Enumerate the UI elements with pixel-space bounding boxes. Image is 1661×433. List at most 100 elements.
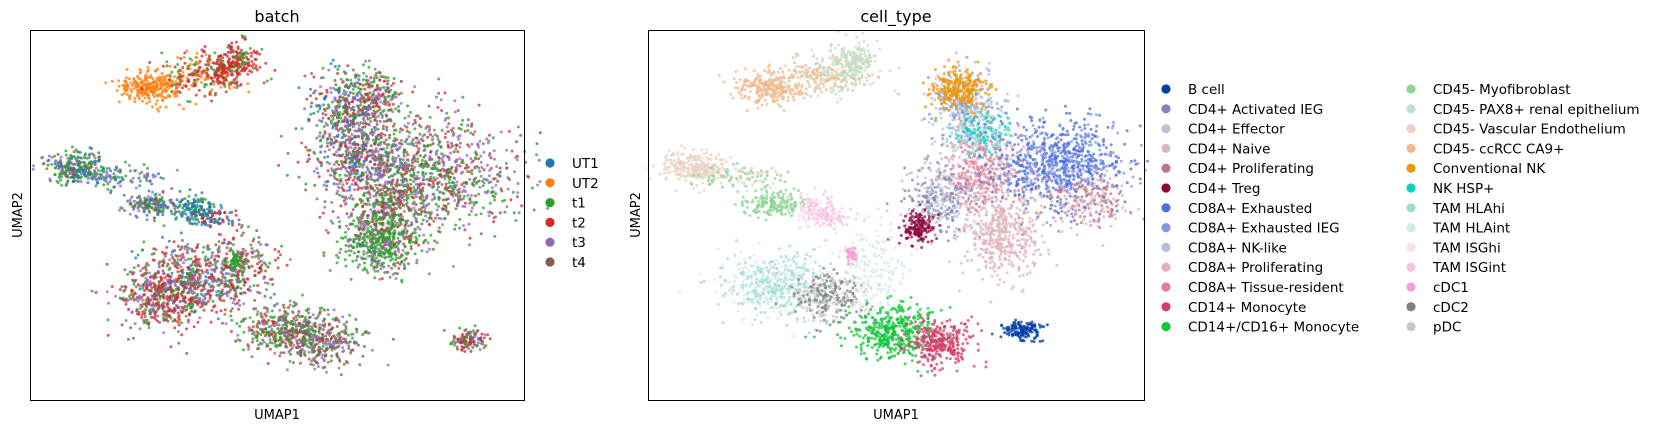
batch-point	[351, 259, 355, 263]
batch-point	[170, 81, 174, 85]
batch-point	[402, 192, 406, 196]
batch-point	[446, 140, 450, 144]
batch-point	[492, 177, 496, 181]
batch-point	[419, 137, 423, 141]
batch-point	[362, 173, 365, 177]
batch-point	[158, 321, 162, 324]
batch-point	[363, 125, 367, 129]
batch-point	[218, 221, 222, 225]
batch-point	[399, 206, 402, 210]
batch-point	[198, 273, 202, 277]
batch-point	[166, 280, 170, 284]
batch-point	[487, 139, 491, 143]
batch-point	[231, 307, 234, 310]
batch-point	[151, 303, 154, 307]
batch-point	[486, 189, 490, 193]
batch-point	[186, 79, 190, 83]
batch-point	[390, 150, 394, 154]
batch-point	[365, 93, 369, 97]
batch-point	[346, 227, 350, 231]
batch-point	[194, 93, 198, 97]
batch-point	[354, 203, 358, 207]
batch-point	[246, 72, 250, 76]
batch-point	[392, 215, 395, 219]
batch-point	[191, 260, 195, 264]
batch-point	[429, 150, 432, 154]
batch-point	[393, 191, 397, 195]
batch-point	[454, 223, 458, 227]
batch-point	[447, 189, 451, 193]
batch-point	[177, 323, 181, 327]
batch-point	[344, 250, 348, 254]
batch-point	[400, 178, 404, 182]
batch-point	[463, 228, 467, 232]
batch-point	[386, 211, 390, 215]
batch-point	[505, 148, 508, 152]
batch-point	[185, 327, 188, 331]
batch-point	[369, 187, 373, 191]
batch-point	[252, 49, 256, 53]
batch-point	[211, 299, 215, 303]
batch-point	[373, 189, 376, 193]
batch-point	[468, 198, 472, 202]
batch-point	[365, 74, 369, 78]
batch-point	[384, 255, 388, 259]
batch-point	[375, 122, 379, 126]
batch-point	[369, 144, 373, 148]
batch-point	[219, 71, 223, 75]
batch-point	[363, 191, 366, 195]
batch-point	[166, 83, 170, 87]
batch-point	[495, 165, 499, 168]
batch-point	[128, 212, 132, 216]
batch-point	[337, 106, 340, 109]
batch-point	[187, 87, 191, 91]
batch-point	[334, 171, 337, 175]
batch-point	[297, 175, 301, 179]
batch-point	[431, 142, 435, 145]
batch-point	[362, 162, 366, 166]
batch-point	[391, 155, 395, 159]
batch-point	[416, 225, 420, 229]
batch-point	[244, 61, 248, 65]
batch-point	[181, 66, 185, 69]
batch-point	[185, 49, 189, 53]
batch-point	[398, 157, 402, 161]
batch-point	[519, 133, 523, 137]
batch-point	[191, 303, 195, 307]
batch-point	[378, 119, 382, 123]
batch-point	[182, 296, 186, 300]
batch-point	[373, 128, 377, 132]
batch-point	[440, 157, 444, 161]
batch-point	[152, 285, 156, 289]
batch-point	[195, 51, 199, 55]
batch-point	[156, 77, 160, 81]
batch-point	[359, 220, 363, 224]
batch-point	[254, 64, 258, 68]
batch-point	[217, 63, 221, 66]
batch-point	[151, 258, 155, 262]
batch-point	[494, 183, 498, 187]
batch-point	[356, 242, 359, 245]
batch-point	[378, 88, 381, 92]
batch-point	[157, 271, 160, 275]
batch-point	[168, 307, 172, 311]
batch-point	[389, 196, 393, 200]
batch-point	[394, 128, 398, 132]
batch-point	[161, 89, 165, 93]
batch-point	[167, 268, 171, 272]
batch-point	[169, 200, 173, 204]
batch-point	[164, 96, 168, 100]
batch-point	[195, 222, 199, 226]
batch-point	[150, 90, 154, 94]
batch-point	[363, 87, 367, 91]
batch-point	[138, 68, 142, 71]
batch-point	[58, 173, 62, 177]
batch-point	[389, 206, 392, 210]
batch-point	[400, 280, 404, 284]
batch-point	[126, 272, 130, 276]
batch-point	[175, 216, 179, 220]
batch-point	[469, 131, 473, 135]
batch-point	[373, 126, 377, 129]
batch-point	[349, 119, 353, 123]
batch-point	[439, 217, 443, 221]
